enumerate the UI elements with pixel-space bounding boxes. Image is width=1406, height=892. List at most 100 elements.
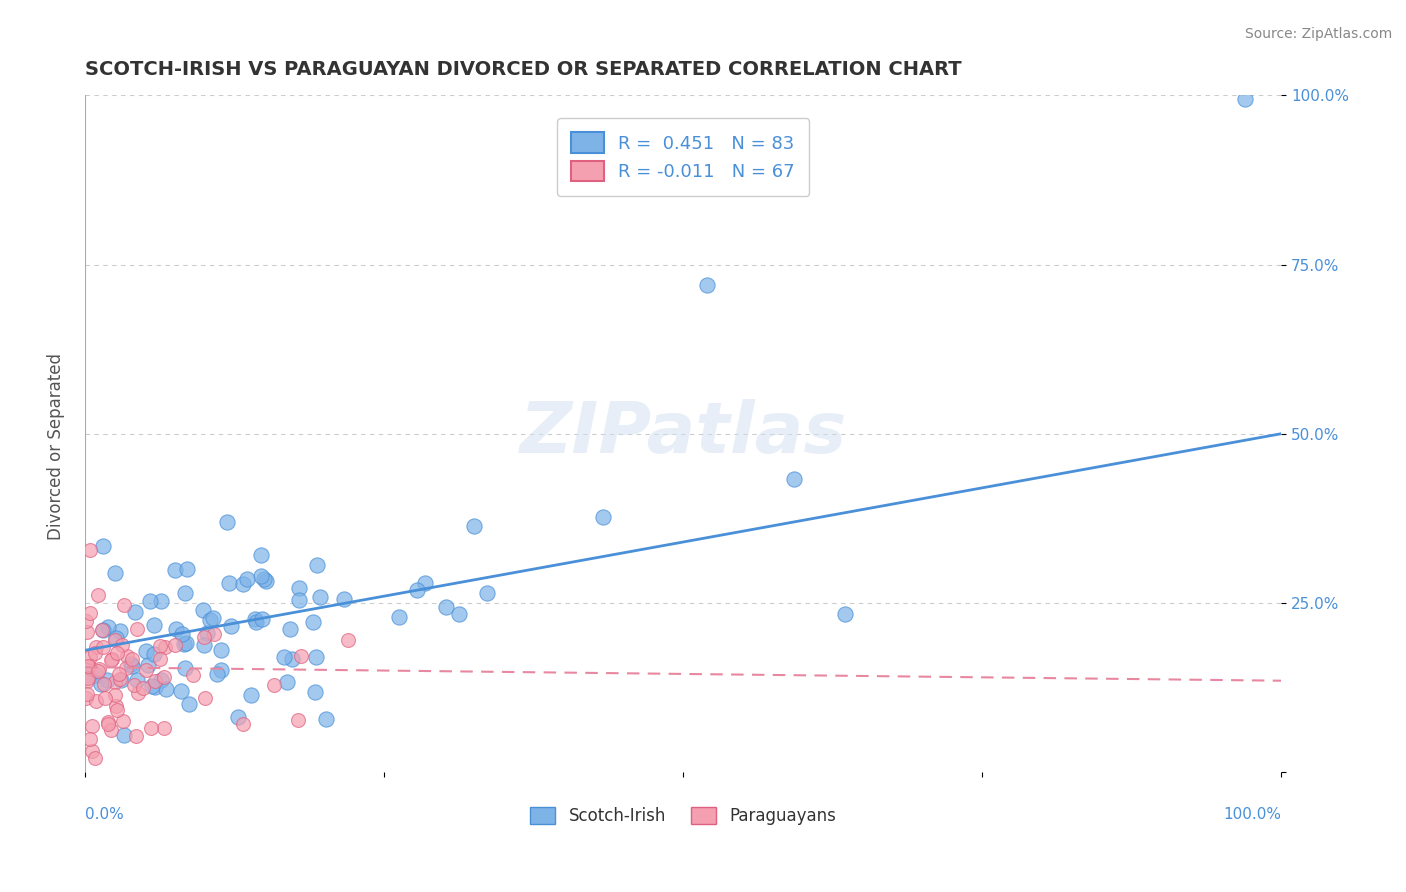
Point [280,622,302,636]
Point [215,516,238,530]
Point [163,563,186,577]
Point [112,728,135,742]
Point [110,672,132,686]
Point [125,673,148,688]
Point [592,509,614,524]
Point [308,590,330,604]
Point [209,663,232,677]
Point [80,744,103,758]
Point [181,668,204,682]
Point [218,575,240,590]
Point [153,640,176,654]
Point [226,710,249,724]
Point [135,643,157,657]
Point [97,717,120,731]
Point [153,721,176,735]
Point [219,619,242,633]
Point [153,670,176,684]
Point [252,612,274,626]
Point [176,561,198,575]
Point [84,751,107,765]
Point [139,721,162,735]
Point [91,640,114,654]
Text: SCOTCH-IRISH VS PARAGUAYAN DIVORCED OR SEPARATED CORRELATION CHART: SCOTCH-IRISH VS PARAGUAYAN DIVORCED OR S… [86,60,962,78]
Point [193,638,215,652]
Point [232,577,254,591]
Point [287,592,309,607]
Point [105,632,128,646]
Point [83,646,105,660]
Point [202,627,225,641]
Point [263,678,285,692]
Point [388,610,411,624]
Point [121,659,143,673]
Point [76,687,98,701]
Point [79,543,101,558]
Point [84,640,107,654]
Point [104,688,127,702]
Point [110,673,132,687]
Point [250,568,273,582]
Point [200,613,222,627]
Point [249,549,271,563]
Point [87,662,110,676]
Point [194,691,217,706]
Text: Source: ZipAtlas.com: Source: ZipAtlas.com [1244,27,1392,41]
Point [94,690,117,705]
Point [173,661,195,675]
Point [240,688,263,702]
Point [80,719,103,733]
Point [413,576,436,591]
Point [105,647,128,661]
Point [96,673,118,687]
Point [475,586,498,600]
Point [405,582,427,597]
Point [125,729,148,743]
Point [111,638,134,652]
Point [163,638,186,652]
Point [76,658,98,673]
Point [315,712,337,726]
Point [111,714,134,728]
Point [77,658,100,673]
Point [174,585,197,599]
Point [90,677,112,691]
Point [143,680,166,694]
Point [115,648,138,663]
Point [76,624,98,639]
Point [76,673,98,688]
Point [149,673,172,687]
Point [288,581,311,595]
Point [333,592,356,607]
Point [696,277,718,292]
Point [76,690,98,705]
Text: Divorced or Separated: Divorced or Separated [48,352,65,540]
Point [93,676,115,690]
Text: ZIPatlas: ZIPatlas [519,400,846,468]
Point [236,572,259,586]
Point [107,666,129,681]
Point [463,519,485,533]
Point [276,675,298,690]
Point [100,653,122,667]
Point [176,636,198,650]
Point [305,558,328,572]
Point [170,683,193,698]
Point [243,612,266,626]
Point [143,648,166,662]
Point [115,661,138,675]
Point [93,623,115,637]
Point [304,685,326,699]
Point [104,633,127,648]
Point [97,714,120,729]
Point [172,627,194,641]
Text: 100.0%: 100.0% [1223,807,1281,822]
Point [193,630,215,644]
Point [273,650,295,665]
Point [76,672,98,686]
Point [191,603,214,617]
Point [125,622,148,636]
Point [290,648,312,663]
Point [120,657,142,671]
Point [447,607,470,621]
